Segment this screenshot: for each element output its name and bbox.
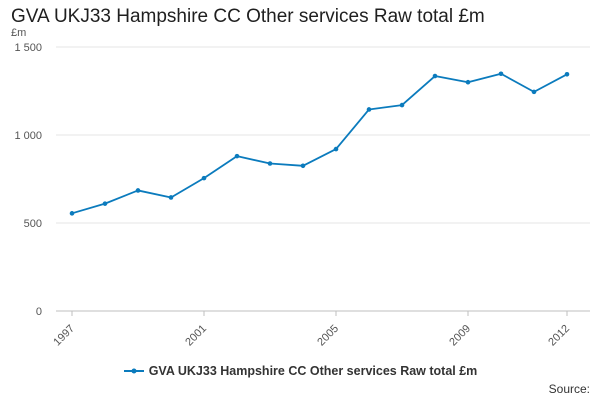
data-point (333, 146, 339, 152)
data-point (102, 201, 108, 206)
data-point (300, 163, 306, 169)
y-tick-label: 500 (24, 218, 42, 230)
x-tick-label: 2009 (447, 323, 473, 349)
y-tick-label: 0 (36, 306, 42, 318)
data-point (234, 153, 240, 159)
x-tick-label: 1997 (51, 323, 77, 349)
data-point (465, 79, 471, 85)
y-tick-label: 1 500 (14, 42, 42, 54)
legend: GVA UKJ33 Hampshire CC Other services Ra… (0, 364, 600, 378)
data-point (432, 73, 438, 79)
x-tick-label: 2012 (546, 323, 572, 349)
data-point (201, 175, 207, 181)
data-point (168, 195, 174, 200)
data-point (531, 89, 537, 95)
data-point (399, 102, 405, 108)
legend-label: GVA UKJ33 Hampshire CC Other services Ra… (148, 364, 478, 378)
data-point (135, 188, 141, 193)
series-line (71, 72, 568, 215)
data-point (69, 211, 75, 216)
data-point (366, 107, 372, 112)
data-point (564, 71, 570, 77)
legend-line-marker-icon (123, 368, 144, 374)
x-tick-label: 2005 (315, 323, 341, 349)
y-axis-unit-label: £m (11, 27, 27, 39)
data-point (267, 161, 273, 166)
x-tick-label: 2001 (183, 323, 209, 349)
data-point (498, 71, 504, 77)
chart-title: GVA UKJ33 Hampshire CC Other services Ra… (11, 6, 485, 27)
y-tick-label: 1 000 (14, 130, 42, 142)
source-label: Source: (548, 382, 590, 396)
